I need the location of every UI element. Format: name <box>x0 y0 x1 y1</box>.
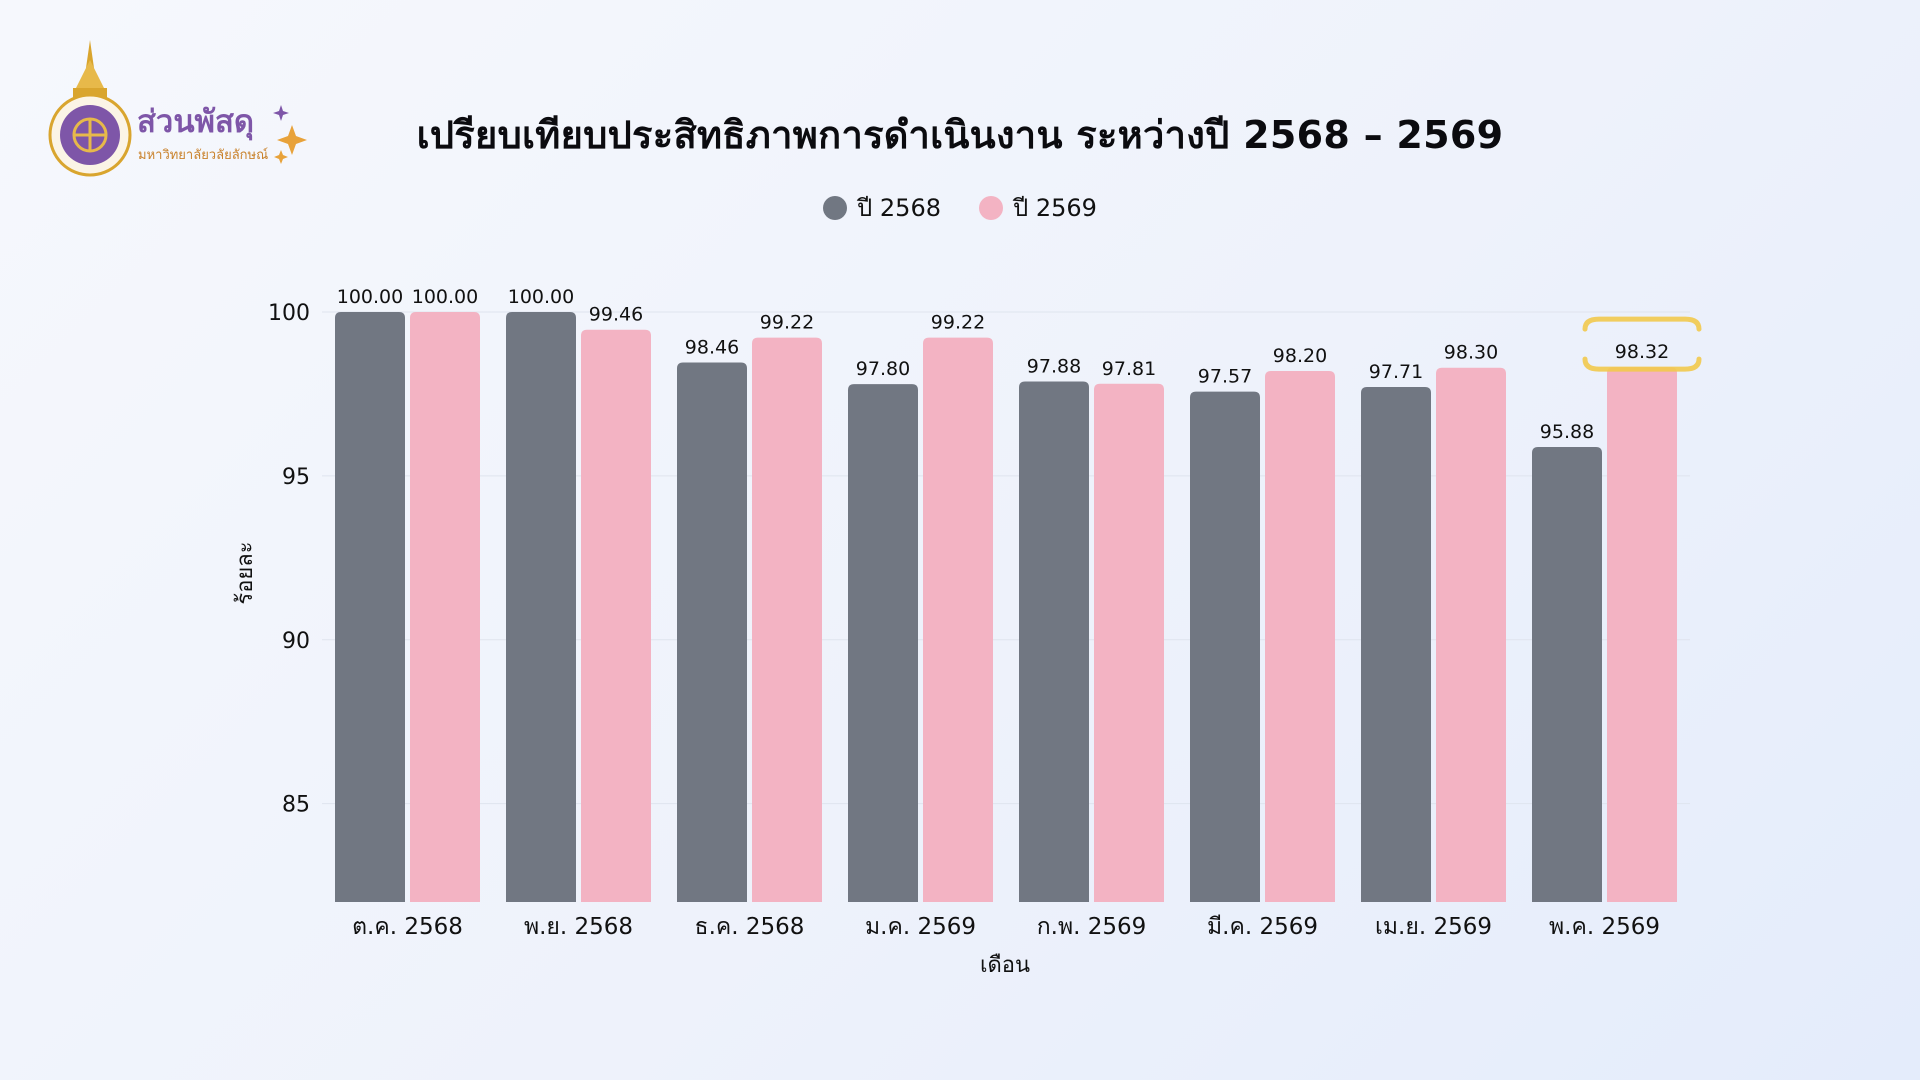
data-label-s1-7: 98.32 <box>1615 341 1669 363</box>
bar-s1-5 <box>1265 371 1335 902</box>
data-label-s1-3: 99.22 <box>931 312 985 334</box>
legend-label-2569: ปี 2569 <box>1013 194 1097 222</box>
bar-s1-7 <box>1607 367 1677 903</box>
y-tick-label-90: 90 <box>282 629 310 654</box>
x-tick-label-5: มี.ค. 2569 <box>1207 914 1318 940</box>
bar-s0-1 <box>506 312 576 902</box>
bar-s1-2 <box>752 337 822 903</box>
highlight-bracket-top <box>1582 316 1702 332</box>
bar-s0-4 <box>1019 381 1089 902</box>
y-tick-label-95: 95 <box>282 465 310 490</box>
legend-swatch-2569 <box>979 195 1003 220</box>
bar-s1-4 <box>1094 383 1164 902</box>
bar-s1-3 <box>923 337 993 903</box>
y-tick-label-100: 100 <box>268 301 310 326</box>
bar-s1-1 <box>581 329 651 902</box>
legend-label-2568: ปี 2568 <box>857 194 941 222</box>
x-tick-label-0: ต.ค. 2568 <box>352 914 463 940</box>
bar-s0-5 <box>1190 391 1260 902</box>
data-label-s1-1: 99.46 <box>589 304 643 326</box>
chart-title: เปรียบเทียบประสิทธิภาพการดำเนินงาน ระหว่… <box>416 113 1504 157</box>
x-axis-title: เดือน <box>980 953 1030 978</box>
logo-emblem <box>48 40 307 177</box>
bar-s0-0 <box>335 312 405 902</box>
label-layer: 100.00 100.00 ต.ค. 2568 100.00 99.46 พ.ย. 256… <box>337 286 1702 940</box>
data-label-s1-4: 97.81 <box>1102 358 1156 380</box>
data-label-s1-0: 100.00 <box>412 286 478 308</box>
legend-item-2569[interactable]: ปี 2569 <box>979 188 1097 227</box>
data-label-s0-0: 100.00 <box>337 286 403 308</box>
bar-s0-2 <box>677 362 747 902</box>
x-tick-label-2: ธ.ค. 2568 <box>695 914 805 940</box>
data-label-s0-4: 97.88 <box>1027 355 1081 377</box>
bar-s0-6 <box>1361 387 1431 902</box>
data-label-s0-2: 98.46 <box>685 336 739 358</box>
data-label-s0-6: 97.71 <box>1369 361 1423 383</box>
x-tick-label-4: ก.พ. 2569 <box>1037 914 1147 940</box>
x-tick-label-6: เม.ย. 2569 <box>1375 914 1492 940</box>
x-tick-label-1: พ.ย. 2568 <box>524 914 633 940</box>
bar-layer <box>335 312 1677 903</box>
bar-s0-3 <box>848 384 918 903</box>
data-label-s0-5: 97.57 <box>1198 366 1252 388</box>
legend-item-2568[interactable]: ปี 2568 <box>823 188 941 227</box>
chart-legend: ปี 2568 ปี 2569 <box>0 188 1920 227</box>
legend-swatch-2568 <box>823 195 848 220</box>
bar-s1-0 <box>410 312 480 902</box>
x-tick-label-3: ม.ค. 2569 <box>865 914 976 940</box>
bar-s1-6 <box>1436 367 1506 902</box>
logo-text: ส่วนพัสดุ <box>137 104 255 140</box>
data-label-s0-7: 95.88 <box>1540 421 1594 443</box>
y-axis-title: ร้อยละ <box>233 541 258 604</box>
x-tick-label-7: พ.ค. 2569 <box>1549 914 1660 940</box>
y-tick-label-85: 85 <box>282 793 310 818</box>
data-label-s0-3: 97.80 <box>856 358 910 380</box>
data-label-s1-6: 98.30 <box>1444 342 1498 364</box>
data-label-s1-2: 99.22 <box>760 312 814 334</box>
logo: ส่วนพัสดุ มหาวิทยาลัยวลัยลักษณ์ <box>45 38 335 188</box>
data-label-s0-1: 100.00 <box>508 286 574 308</box>
bar-s0-7 <box>1532 447 1602 902</box>
logo-subtext: มหาวิทยาลัยวลัยลักษณ์ <box>138 148 269 163</box>
data-label-s1-5: 98.20 <box>1273 345 1327 367</box>
highlight-bracket-bottom <box>1582 356 1702 372</box>
